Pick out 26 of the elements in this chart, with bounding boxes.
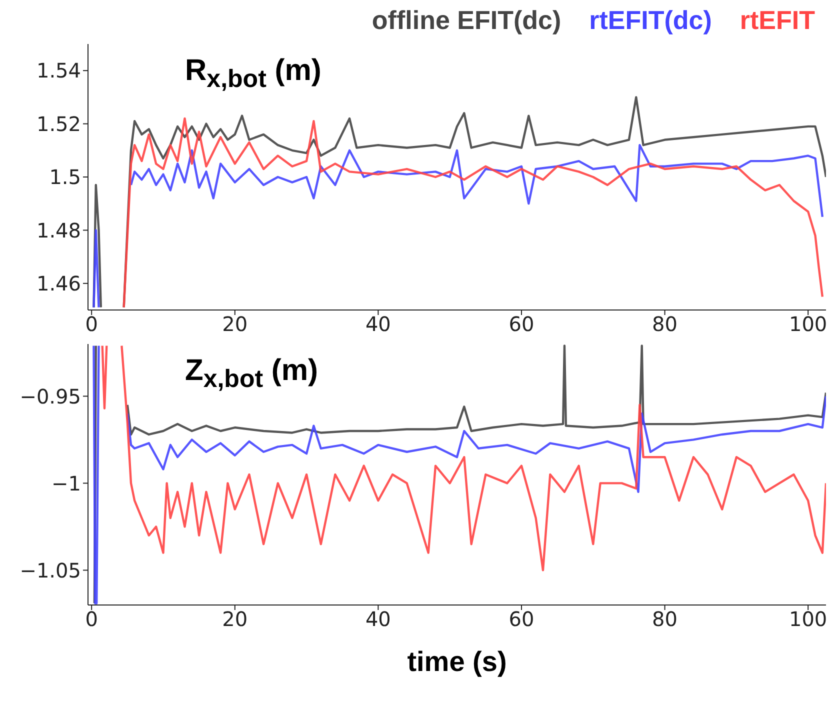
x-tick-label: 100 — [788, 312, 828, 336]
x-tick-label: 20 — [222, 312, 248, 336]
y-tick-label: 1.5 — [49, 165, 81, 190]
x-tick-label: 20 — [222, 607, 248, 632]
x-tick-label: 0 — [85, 312, 98, 336]
y-tick-label: −1 — [52, 471, 81, 496]
annotation: R$_{x,bot}$ (m) — [185, 54, 322, 94]
x-tick-label: 40 — [365, 312, 391, 336]
text: rtEFIT — [740, 4, 815, 36]
x-tick-label: 80 — [652, 312, 678, 336]
y-tick-label: 1.48 — [36, 218, 81, 242]
x-tick-label: 0 — [85, 607, 98, 632]
y-tick-label: −0.95 — [20, 384, 81, 408]
x-axis-title: time (s) — [407, 646, 507, 677]
y-tick-label: 1.46 — [36, 272, 81, 296]
y-tick-label: −1.05 — [20, 558, 81, 582]
x-tick-label: 60 — [508, 312, 534, 336]
x-tick-label: 80 — [652, 607, 678, 632]
x-tick-label: 40 — [365, 607, 391, 632]
x-tick-label: 60 — [508, 607, 534, 632]
y-tick-label: 1.54 — [36, 58, 81, 83]
x-tick-label: 100 — [788, 607, 828, 632]
annotation: Z$_{x,bot}$ (m) — [185, 354, 318, 394]
text: rtEFIT(dc) — [589, 4, 712, 36]
text: offline EFIT(dc) — [372, 4, 562, 36]
y-tick-label: 1.52 — [36, 112, 81, 136]
